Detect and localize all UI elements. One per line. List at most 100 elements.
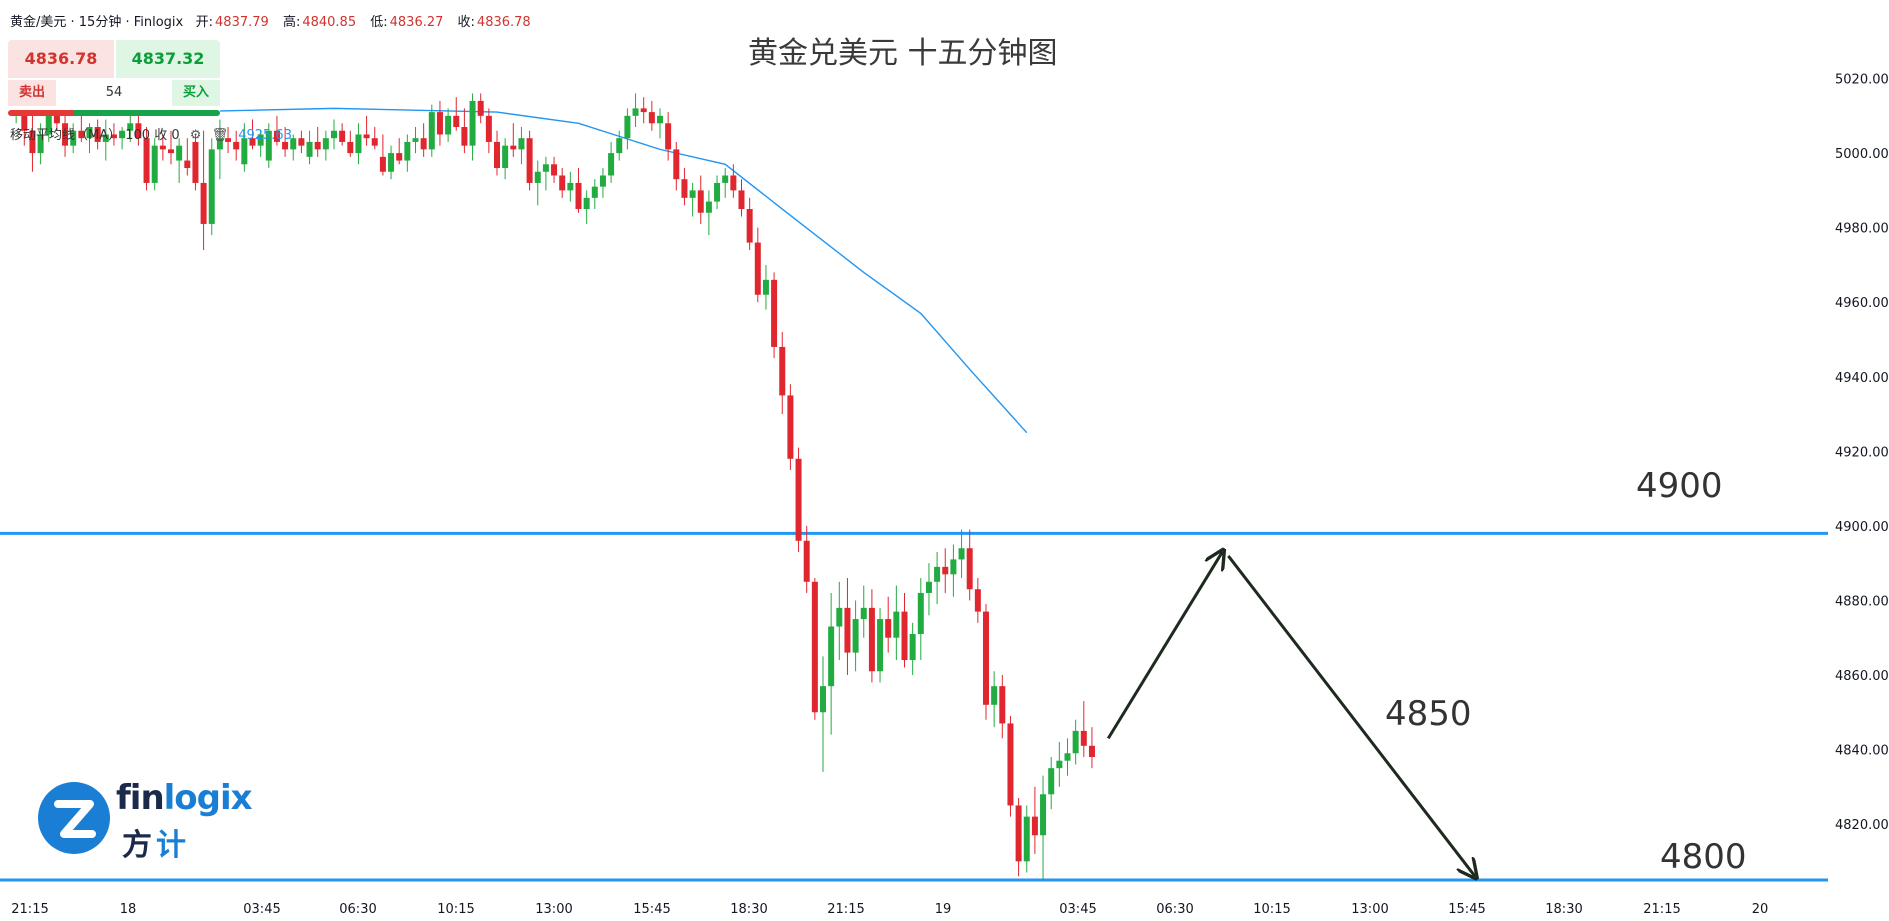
candle [657, 108, 663, 139]
candle [877, 607, 884, 683]
trash-icon[interactable]: 🗑 [211, 128, 229, 143]
buy-price-button[interactable]: 4837.32 [116, 40, 220, 78]
y-tick-label: 4920.00 [1835, 445, 1889, 460]
x-tick-label: 10:15 [1253, 902, 1290, 917]
trade-panel: 4836.78 4837.32 卖出 54 买入 [8, 40, 220, 116]
candle [1031, 786, 1038, 854]
candle-body [159, 145, 166, 150]
buy-button[interactable]: 买入 [172, 80, 220, 106]
candle [379, 134, 386, 176]
candle [608, 141, 615, 183]
candle-body [542, 164, 549, 172]
candle-body [624, 115, 631, 139]
x-tick-label: 18:30 [1545, 902, 1582, 917]
candle-body [94, 127, 101, 142]
candle-body [559, 175, 566, 191]
candle [1007, 715, 1014, 817]
candle [306, 130, 313, 165]
candle [868, 589, 875, 683]
candle-body [62, 123, 69, 146]
buy-ratio-bar [74, 110, 220, 116]
candle-body [974, 589, 981, 612]
candle [697, 175, 704, 224]
candle [29, 115, 36, 172]
candle-body [53, 115, 60, 124]
candle-body [738, 190, 745, 210]
gear-icon[interactable]: ⚙ [189, 128, 202, 143]
candle-body [836, 607, 843, 627]
x-tick-label: 13:00 [1351, 902, 1388, 917]
candle-body [714, 182, 721, 202]
candle [257, 130, 264, 157]
sell-button[interactable]: 卖出 [8, 80, 56, 106]
candle [1040, 775, 1047, 880]
candle [811, 578, 818, 720]
candle [999, 674, 1006, 739]
x-tick-label: 21:15 [827, 902, 864, 917]
candle [37, 123, 44, 165]
candle [705, 190, 712, 236]
y-tick-label: 4860.00 [1835, 669, 1889, 684]
candle [958, 529, 965, 579]
candle [567, 171, 574, 202]
candle-body [1080, 730, 1087, 746]
candle [526, 130, 533, 191]
candle [1048, 756, 1055, 810]
sell-price-button[interactable]: 4836.78 [8, 40, 114, 78]
candle [176, 138, 183, 183]
candle-body [168, 149, 174, 154]
candle [225, 127, 232, 154]
candle [803, 525, 810, 593]
candle-body [208, 149, 215, 224]
x-tick-label: 10:15 [437, 902, 474, 917]
candle-body [176, 145, 183, 161]
candle-body [657, 115, 663, 124]
candle [184, 138, 191, 176]
candle [78, 115, 85, 142]
candle-body [45, 115, 52, 135]
candle-body [901, 611, 908, 661]
y-tick-label: 4980.00 [1835, 222, 1889, 237]
candle [575, 168, 582, 213]
candle-body [925, 581, 932, 593]
candle-body [363, 134, 370, 139]
candle-body [1064, 753, 1071, 761]
finlogix-logo: finlogix 方计 [38, 778, 268, 863]
candle-body [404, 141, 411, 161]
open-label: 开: [195, 15, 214, 30]
y-tick-label: 4840.00 [1835, 744, 1889, 759]
indicator-label: 移动平均线（MA） [10, 128, 122, 143]
candle [363, 115, 370, 146]
candle-body [591, 186, 598, 198]
candle-body [991, 686, 998, 705]
candle [200, 130, 207, 251]
candle [559, 168, 566, 198]
candle-body [787, 395, 794, 459]
candle-body [477, 100, 484, 116]
x-tick-label: 03:45 [1059, 902, 1096, 917]
logo-cn-wordmark: 方计 [122, 828, 190, 863]
candle-body [828, 626, 835, 687]
x-tick-label: 18:30 [730, 902, 767, 917]
candle-body [314, 141, 321, 150]
candle [942, 548, 949, 593]
candle-body [502, 145, 509, 169]
candle [828, 592, 835, 735]
candle [102, 119, 109, 161]
candle-body [257, 134, 264, 146]
candle-body [151, 145, 158, 183]
candle [339, 123, 346, 146]
spread-value: 54 [105, 85, 123, 100]
candle-body [648, 112, 655, 124]
candle [428, 104, 435, 157]
level-label-1: 4800 [1660, 837, 1747, 877]
candle [648, 100, 655, 131]
candle-body [184, 160, 191, 169]
candle [534, 160, 541, 206]
candle-body [371, 138, 378, 146]
candle-body [510, 145, 517, 150]
candle-body [461, 127, 468, 146]
candle-body [575, 182, 582, 210]
candle [62, 112, 69, 157]
